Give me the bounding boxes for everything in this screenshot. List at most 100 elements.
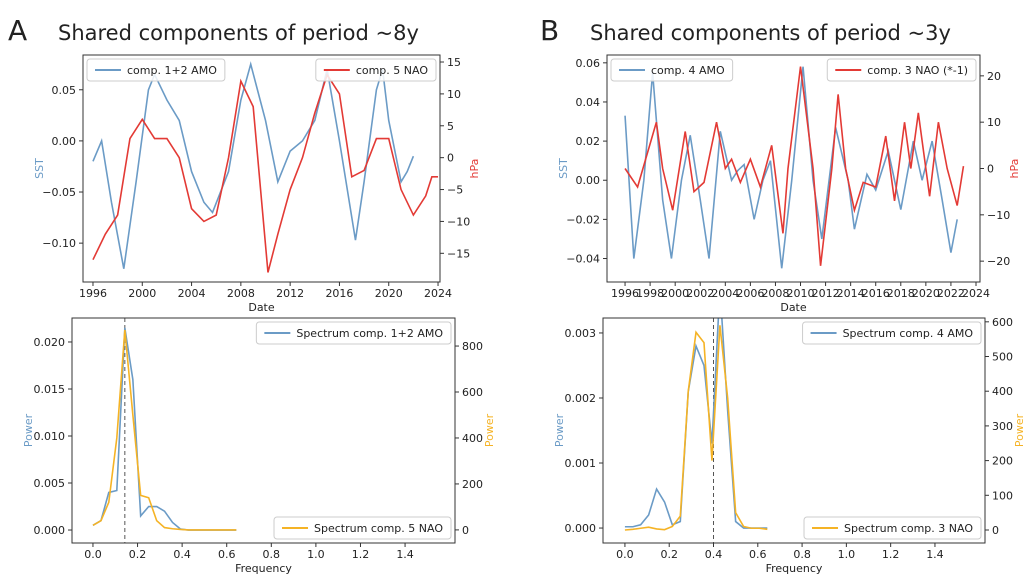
- y-tick-label: 0.00: [52, 135, 77, 148]
- plot-frame: [82, 54, 441, 283]
- legend: comp. 5 NAO: [315, 58, 437, 82]
- x-tick-label: 2020: [912, 287, 940, 300]
- y-tick-label: 0.06: [576, 57, 601, 70]
- x-tick-label: 2016: [325, 287, 353, 300]
- legend: Spectrum comp. 3 NAO: [803, 516, 982, 540]
- panel-label: A: [8, 14, 27, 47]
- series-line: [624, 325, 768, 531]
- x-tick-label: 0.6: [749, 548, 767, 561]
- y2-tick-label: 300: [992, 420, 1013, 433]
- y2-tick-label: 400: [462, 432, 483, 445]
- x-tick-label: 1.0: [838, 548, 856, 561]
- y2-tick-label: −10: [987, 209, 1010, 222]
- y-tick-label: −0.05: [42, 186, 76, 199]
- y-tick-label: 0.000: [34, 524, 66, 537]
- x-tick-label: 2010: [787, 287, 815, 300]
- x-tick-label: 1.2: [352, 548, 370, 561]
- x-axis-label: Frequency: [766, 562, 823, 575]
- y-axis-label: SST: [557, 158, 570, 179]
- legend: comp. 3 NAO (*-1): [826, 58, 977, 82]
- y-tick-label: 0.005: [34, 477, 66, 490]
- panel-label: B: [540, 14, 559, 47]
- x-tick-label: 1.2: [882, 548, 900, 561]
- y-tick-label: −0.02: [566, 213, 600, 226]
- x-tick-label: 2024: [424, 287, 452, 300]
- y2-tick-label: −15: [447, 247, 470, 260]
- y-tick-label: −0.10: [42, 237, 76, 250]
- series-line: [92, 72, 439, 273]
- x-tick-label: 2018: [887, 287, 915, 300]
- y-tick-label: 0.05: [52, 84, 77, 97]
- legend-label: comp. 3 NAO (*-1): [867, 64, 968, 77]
- x-axis-label: Date: [248, 301, 275, 314]
- x-tick-label: 0.2: [129, 548, 147, 561]
- y2-tick-label: 600: [462, 386, 483, 399]
- legend-label: Spectrum comp. 3 NAO: [844, 522, 973, 535]
- y-tick-label: 0.010: [34, 430, 66, 443]
- x-axis-label: Frequency: [235, 562, 292, 575]
- y2-tick-label: −5: [447, 184, 463, 197]
- series-line: [92, 329, 237, 531]
- y2-tick-label: 800: [462, 340, 483, 353]
- y2-tick-label: 10: [987, 116, 1001, 129]
- x-tick-label: 1998: [636, 287, 664, 300]
- legend-box: [86, 58, 226, 82]
- y-tick-label: −0.04: [566, 253, 600, 266]
- y2-axis-label: Power: [483, 413, 496, 447]
- y2-tick-label: −20: [987, 255, 1010, 268]
- y2-tick-label: 100: [992, 489, 1013, 502]
- plot-frame: [606, 54, 981, 283]
- legend: Spectrum comp. 1+2 AMO: [255, 321, 452, 345]
- legend-label: comp. 5 NAO: [356, 64, 429, 77]
- plot-frame: [602, 317, 986, 544]
- x-tick-label: 2004: [178, 287, 206, 300]
- y-axis-label: Power: [22, 413, 35, 447]
- x-tick-label: 2000: [128, 287, 156, 300]
- y-axis-label: Power: [553, 413, 566, 447]
- x-tick-label: 0.0: [616, 548, 634, 561]
- series-line: [624, 66, 965, 266]
- panel-title: Shared components of period ~3y: [590, 21, 951, 45]
- y-tick-label: 0.015: [34, 383, 66, 396]
- x-tick-label: 2012: [276, 287, 304, 300]
- y2-tick-label: 400: [992, 385, 1013, 398]
- legend-label: Spectrum comp. 5 NAO: [314, 522, 443, 535]
- y2-tick-label: 500: [992, 351, 1013, 364]
- legend-box: [802, 321, 982, 345]
- x-tick-label: 2020: [375, 287, 403, 300]
- x-tick-label: 0.6: [218, 548, 236, 561]
- y-tick-label: 0.003: [565, 327, 597, 340]
- x-tick-label: 1.0: [307, 548, 325, 561]
- legend-label: comp. 1+2 AMO: [127, 64, 217, 77]
- legend: Spectrum comp. 5 NAO: [273, 516, 452, 540]
- y-tick-label: 0.020: [34, 336, 66, 349]
- x-tick-label: 0.4: [705, 548, 723, 561]
- legend: comp. 4 AMO: [610, 58, 734, 82]
- y2-tick-label: 20: [987, 70, 1001, 83]
- series-line: [92, 61, 415, 269]
- x-tick-label: 0.8: [793, 548, 811, 561]
- x-tick-label: 2008: [761, 287, 789, 300]
- y-tick-label: 0.00: [576, 174, 601, 187]
- y2-tick-label: 0: [992, 524, 999, 537]
- x-tick-label: 2006: [736, 287, 764, 300]
- x-tick-label: 2022: [937, 287, 965, 300]
- x-tick-label: 2024: [962, 287, 990, 300]
- y2-axis-label: hPa: [468, 159, 481, 179]
- x-axis-label: Date: [780, 301, 807, 314]
- x-tick-label: 2012: [812, 287, 840, 300]
- legend-box: [803, 516, 982, 540]
- legend-box: [826, 58, 977, 82]
- panel-title: Shared components of period ~8y: [58, 21, 419, 45]
- x-tick-label: 1.4: [396, 548, 414, 561]
- legend-label: comp. 4 AMO: [651, 64, 725, 77]
- y-tick-label: 0.04: [576, 96, 601, 109]
- y2-tick-label: 600: [992, 316, 1013, 329]
- y2-tick-label: 10: [447, 88, 461, 101]
- y-tick-label: 0.001: [565, 457, 597, 470]
- y2-axis-label: Power: [1013, 413, 1026, 447]
- x-tick-label: 2014: [837, 287, 865, 300]
- y2-tick-label: 5: [447, 120, 454, 133]
